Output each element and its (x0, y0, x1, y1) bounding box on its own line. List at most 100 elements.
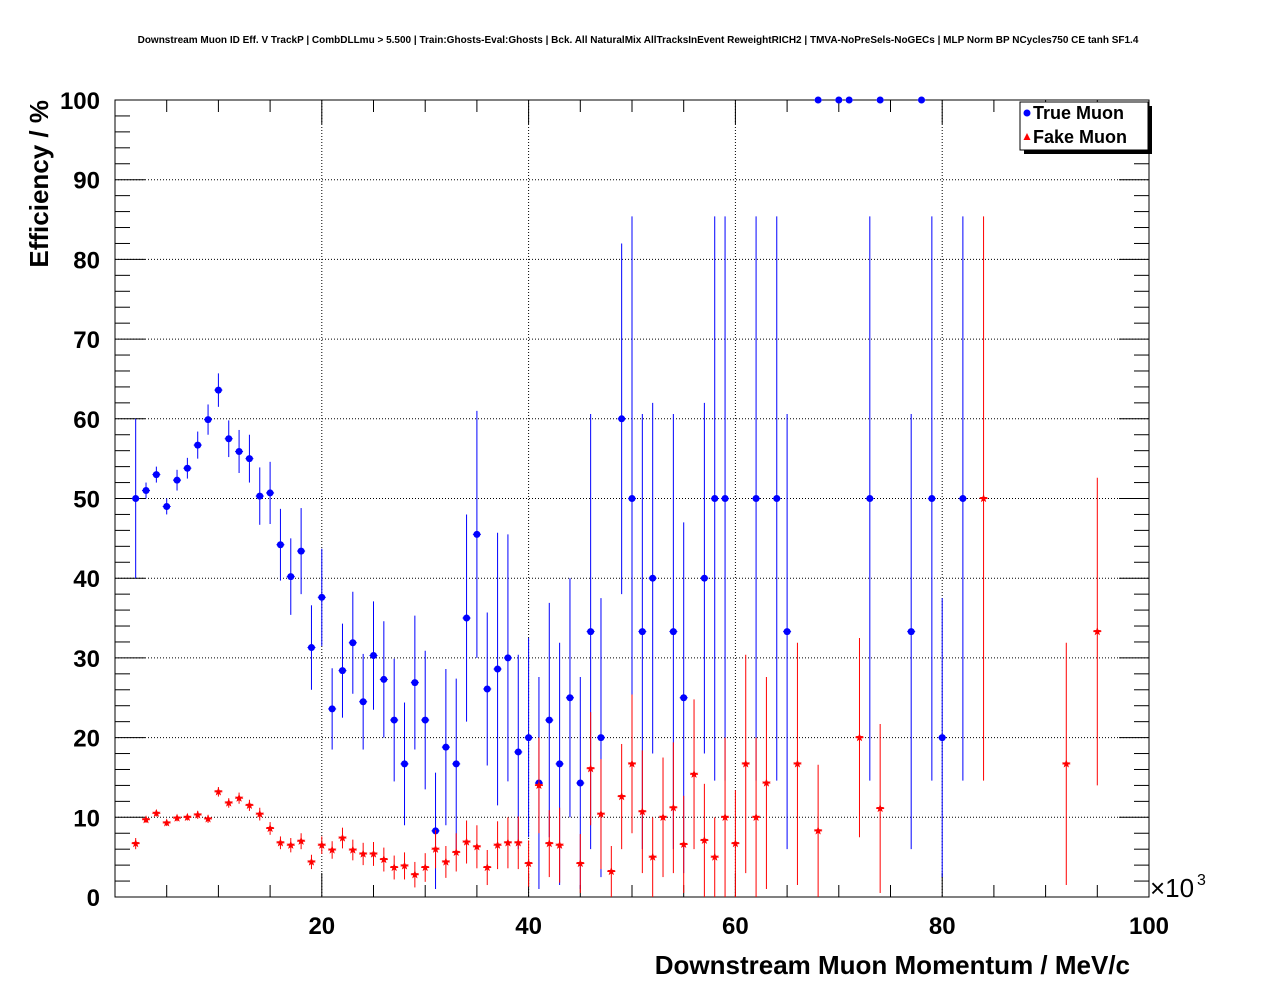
fake-muon-point (1093, 627, 1102, 636)
fake-muon-point (276, 838, 285, 847)
true-muon-point (256, 492, 264, 500)
true-muon-point (545, 716, 553, 724)
true-muon-point (907, 628, 915, 636)
fake-muon-point (855, 733, 864, 742)
fake-muon-point (689, 769, 699, 778)
true-muon-point (163, 502, 171, 510)
fake-muon-point (327, 845, 337, 854)
fake-muon-point (379, 855, 389, 864)
legend-true-muon-marker (1023, 109, 1031, 117)
true-muon-point (297, 547, 305, 555)
fake-muon-point (545, 839, 554, 848)
fake-muon-point (234, 793, 244, 802)
true-muon-point (463, 614, 471, 622)
fake-muon-point (534, 780, 544, 790)
fake-muon-point (410, 870, 420, 879)
true-muon-point (721, 495, 729, 502)
fake-muon-point (493, 840, 502, 849)
fake-muon-point (586, 764, 595, 773)
fake-muon-point (793, 759, 802, 768)
x-axis-multiplier: ×10 (1150, 873, 1194, 903)
true-muon-point (680, 694, 688, 702)
fake-muon-point (700, 835, 709, 845)
true-muon-point (845, 96, 853, 104)
true-muon-point (266, 489, 274, 497)
y-tick-label: 100 (60, 88, 100, 115)
y-tick-label: 70 (73, 327, 100, 354)
x-tick-label: 40 (515, 913, 542, 940)
true-muon-point (338, 667, 346, 675)
fake-muon-point (710, 852, 719, 861)
fake-muon-point (307, 857, 316, 866)
x-tick-label: 100 (1129, 913, 1169, 940)
true-muon-point (597, 734, 605, 742)
fake-muon-point (762, 778, 771, 787)
true-muon-point (380, 675, 388, 683)
fake-muon-point (658, 812, 668, 821)
legend-fake-muon-marker (1023, 133, 1031, 140)
true-muon-point (628, 495, 636, 502)
fake-muon-point (296, 836, 306, 845)
fake-muon-point (162, 818, 171, 827)
true-muon-point (235, 447, 243, 455)
fake-muon-point (751, 812, 761, 821)
fake-muon-point (431, 844, 440, 853)
fake-muon-point (317, 840, 327, 849)
fake-muon-point (193, 810, 202, 819)
true-muon-point (938, 734, 946, 742)
fake-muon-point (576, 859, 585, 868)
fake-muon-point (265, 823, 275, 833)
true-muon-point (566, 694, 574, 702)
true-muon-point (773, 495, 781, 502)
true-muon-point (194, 441, 202, 449)
fake-muon-point (875, 804, 885, 813)
fake-muon-point (638, 807, 647, 816)
x-tick-label: 60 (722, 913, 749, 940)
legend-fake-muon-label: Fake Muon (1033, 127, 1127, 147)
fake-muon-point (679, 839, 688, 849)
true-muon-point (359, 698, 367, 706)
true-muon-point (928, 495, 936, 502)
true-muon-point (669, 628, 677, 636)
fake-muon-point (358, 849, 368, 858)
true-muon-point (328, 705, 336, 713)
true-muon-point (783, 628, 791, 636)
fake-muon-point (669, 803, 678, 812)
true-muon-point (504, 654, 512, 662)
data-marks (131, 96, 1102, 897)
fake-muon-point (627, 759, 637, 768)
y-tick-label: 30 (73, 646, 100, 673)
fake-muon-point (451, 847, 461, 857)
fake-muon-point (741, 759, 751, 768)
y-axis-title: Efficiency / % (24, 100, 54, 268)
true-muon-point (556, 760, 564, 768)
x-axis-multiplier-exponent: 3 (1197, 872, 1206, 889)
true-muon-point (142, 487, 150, 495)
y-tick-label: 60 (73, 407, 100, 434)
true-muon-point (649, 574, 657, 582)
true-muon-point (276, 541, 284, 549)
fake-muon-point (286, 840, 296, 849)
fake-muon-point (472, 842, 482, 851)
true-muon-point (349, 639, 357, 647)
true-muon-point (525, 734, 533, 742)
fake-muon-point (607, 867, 616, 876)
fake-muon-point (141, 815, 151, 824)
true-muon-point (442, 743, 450, 751)
fake-muon-point (555, 840, 564, 849)
true-muon-point (370, 652, 377, 660)
fake-muon-point (224, 798, 234, 807)
true-muon-point (618, 415, 626, 423)
true-muon-point (514, 748, 522, 756)
fake-muon-point (513, 838, 523, 847)
fake-muon-point (245, 800, 254, 809)
true-muon-point (700, 574, 708, 582)
true-muon-point (483, 685, 491, 693)
y-tick-labels: 0 10 20 30 40 50 60 70 80 90 100 (60, 88, 100, 912)
true-muon-point (587, 628, 595, 636)
true-muon-point (214, 386, 222, 394)
fake-muon-point (617, 792, 626, 801)
true-muon-point (411, 679, 419, 687)
true-muon-point (876, 96, 884, 104)
